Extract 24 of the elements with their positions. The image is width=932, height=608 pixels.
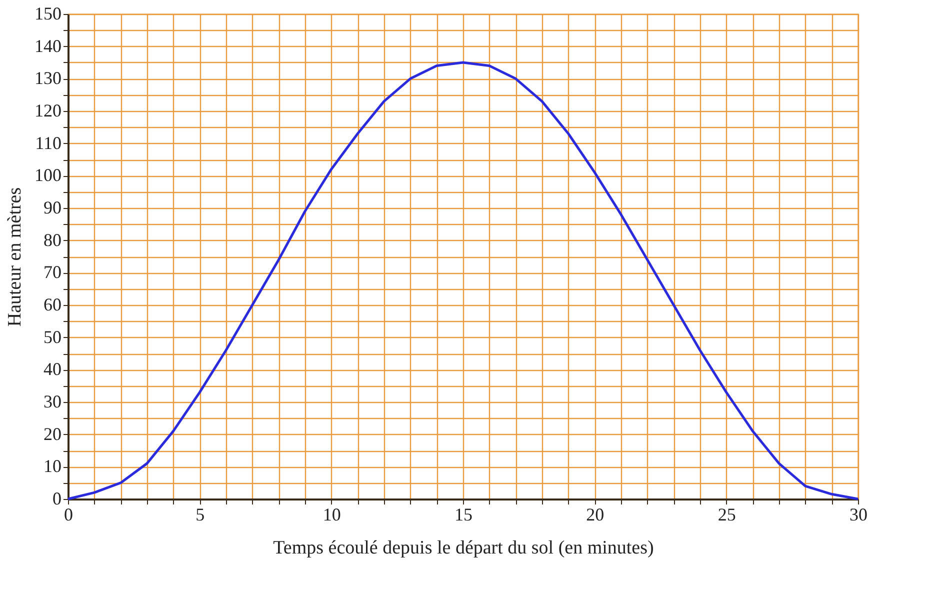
y-tick-label: 10 [44, 456, 62, 476]
x-axis-title: Temps écoulé depuis le départ du sol (en minutes) [273, 538, 654, 558]
y-tick-label: 120 [34, 100, 62, 120]
y-tick-label: 0 [52, 488, 62, 508]
y-tick-label: 20 [44, 424, 62, 444]
y-tick-label: 80 [44, 230, 62, 250]
y-tick-label: 40 [44, 359, 62, 380]
y-tick-label: 90 [44, 198, 62, 218]
y-tick-label: 140 [34, 36, 62, 56]
y-tick-label: 30 [44, 392, 62, 412]
x-tick-label: 5 [196, 504, 205, 524]
y-axis-title: Hauteur en mètres [4, 187, 26, 327]
y-tick-label: 150 [34, 4, 62, 24]
y-tick-label: 130 [34, 68, 62, 88]
x-tick-label: 25 [718, 504, 736, 524]
y-tick-label: 100 [34, 165, 62, 186]
x-tick-label: 20 [586, 504, 604, 524]
y-tick-label: 60 [44, 294, 62, 314]
x-tick-label: 30 [850, 504, 868, 524]
x-tick-label: 15 [454, 504, 472, 524]
y-tick-label: 110 [35, 132, 62, 153]
y-tick-label: 70 [44, 262, 62, 282]
x-tick-label: 10 [322, 504, 341, 524]
y-tick-label: 50 [44, 326, 62, 347]
